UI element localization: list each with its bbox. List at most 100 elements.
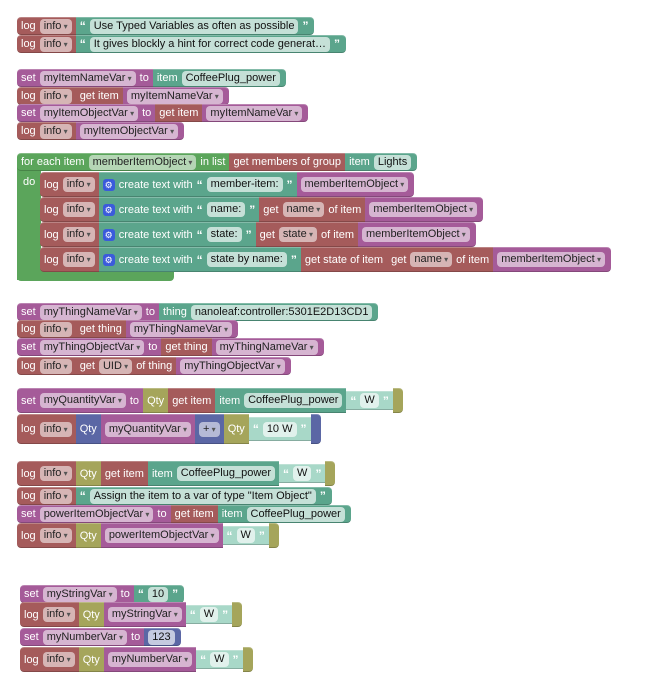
- variable-dropdown[interactable]: info: [39, 358, 72, 374]
- log-block[interactable]: log info: [40, 197, 99, 222]
- var-block[interactable]: myThingObjectVar: [176, 357, 291, 375]
- shadow-block[interactable]: “W”: [346, 391, 393, 410]
- block-row[interactable]: setmyThingObjectVartoget thingmyThingNam…: [17, 338, 324, 356]
- log-block[interactable]: log info: [17, 320, 76, 338]
- block-row[interactable]: loginfoQtymyNumberVar“W”: [20, 647, 253, 672]
- variable-dropdown[interactable]: info: [39, 36, 72, 52]
- var-block[interactable]: myItemNameVar: [122, 87, 229, 105]
- text-block[interactable]: item Lights: [345, 153, 418, 171]
- qty-block[interactable]: Qty: [78, 647, 104, 672]
- value-field[interactable]: CoffeePlug_power: [246, 506, 345, 522]
- var-block[interactable]: myQuantityVar: [100, 414, 195, 444]
- value-field[interactable]: 10 W: [262, 421, 297, 437]
- value-field[interactable]: Use Typed Variables as often as possible: [89, 18, 299, 34]
- log-block[interactable]: log info: [17, 35, 76, 53]
- value-field[interactable]: nanoleaf:controller:5301E2D13CD1: [190, 304, 373, 320]
- variable-dropdown[interactable]: info: [39, 88, 72, 104]
- variable-dropdown[interactable]: memberItemObject: [362, 227, 470, 242]
- var-block[interactable]: setmyStringVarto: [20, 585, 134, 603]
- log-block[interactable]: log info: [40, 222, 99, 247]
- variable-dropdown[interactable]: myQuantityVar: [104, 421, 191, 437]
- qty-block[interactable]: [242, 647, 253, 672]
- block-row[interactable]: setpowerItemObjectVartoget itemitemCoffe…: [17, 505, 351, 523]
- var-block[interactable]: myStringVar: [103, 602, 186, 627]
- text-block[interactable]: thing nanoleaf:controller:5301E2D13CD1: [158, 303, 379, 321]
- text-block[interactable]: item CoffeePlug_power: [147, 461, 280, 486]
- variable-dropdown[interactable]: memberItemObject: [300, 177, 409, 192]
- variable-dropdown[interactable]: myThingNameVar: [215, 339, 318, 355]
- log-block[interactable]: log info: [20, 602, 79, 627]
- value-field[interactable]: 123: [148, 629, 175, 645]
- value-field[interactable]: name:: [206, 202, 246, 217]
- variable-dropdown[interactable]: info: [62, 177, 95, 192]
- log-block[interactable]: log info: [17, 523, 76, 548]
- text-block[interactable]: “It gives blockly a hint for correct cod…: [75, 35, 347, 53]
- block-row[interactable]: loginfoQtypowerItemObjectVar“W”: [17, 523, 279, 548]
- math-block[interactable]: [310, 414, 321, 444]
- log-block[interactable]: log info: [17, 461, 76, 486]
- variable-dropdown[interactable]: info: [39, 123, 72, 139]
- var-block[interactable]: memberItemObject: [493, 247, 611, 272]
- log-block[interactable]: log info: [17, 414, 76, 444]
- block-row[interactable]: setmyNumberVarto123: [20, 628, 181, 646]
- value-field[interactable]: W: [360, 393, 379, 408]
- var-block[interactable]: setpowerItemObjectVarto: [17, 505, 171, 523]
- var-block[interactable]: myItemObjectVar: [75, 122, 185, 140]
- shadow-block[interactable]: “W”: [196, 650, 243, 669]
- var-block[interactable]: setmyItemObjectVarto: [17, 104, 156, 122]
- log-block[interactable]: log info: [40, 172, 99, 197]
- block-row[interactable]: loginfomyItemObjectVar: [17, 122, 185, 140]
- variable-dropdown[interactable]: myThingObjectVar: [180, 358, 285, 374]
- variable-dropdown[interactable]: name: [410, 252, 453, 267]
- block-row[interactable]: setmyStringVarto“10”: [20, 585, 185, 603]
- variable-dropdown[interactable]: memberItemObject: [369, 202, 478, 217]
- var-block[interactable]: myThingNameVar: [125, 320, 238, 338]
- variable-dropdown[interactable]: myNumberVar: [107, 652, 193, 667]
- var-block[interactable]: myItemNameVar: [202, 104, 309, 122]
- var-block[interactable]: setmyThingObjectVarto: [17, 338, 162, 356]
- variable-dropdown[interactable]: name: [282, 202, 325, 217]
- log-block[interactable]: get item: [155, 104, 203, 122]
- value-field[interactable]: 10: [147, 586, 169, 602]
- gear-icon[interactable]: ⚙: [102, 203, 115, 216]
- variable-dropdown[interactable]: myItemObjectVar: [39, 105, 139, 121]
- log-block[interactable]: getUIDof thing: [75, 357, 177, 375]
- log-block[interactable]: log info: [20, 647, 79, 672]
- value-field[interactable]: state:: [206, 227, 242, 242]
- math-block[interactable]: Qty: [75, 414, 101, 444]
- variable-dropdown[interactable]: memberItemObject: [497, 252, 605, 267]
- variable-dropdown[interactable]: UID: [98, 358, 133, 374]
- variable-dropdown[interactable]: myItemNameVar: [206, 105, 303, 121]
- variable-dropdown[interactable]: memberItemObject: [88, 154, 197, 170]
- var-block[interactable]: myNumberVar: [103, 647, 197, 672]
- var-block[interactable]: memberItemObject: [358, 222, 476, 247]
- shadow-block[interactable]: “W”: [279, 464, 326, 483]
- value-field[interactable]: W: [199, 607, 219, 622]
- var-block[interactable]: memberItemObject: [365, 197, 484, 222]
- log-block[interactable]: get item: [100, 461, 148, 486]
- math-block[interactable]: +: [195, 414, 224, 444]
- text-block[interactable]: ⚙ create text with “state:”: [98, 222, 256, 247]
- variable-dropdown[interactable]: info: [62, 227, 95, 242]
- text-block[interactable]: item CoffeePlug_power: [152, 69, 286, 87]
- qty-block[interactable]: Qty: [143, 388, 169, 413]
- log-block[interactable]: log info: [17, 87, 76, 105]
- shadow-block[interactable]: “W”: [185, 605, 233, 624]
- variable-dropdown[interactable]: myItemNameVar: [126, 88, 223, 104]
- log-block[interactable]: log info: [17, 17, 76, 35]
- log-block[interactable]: log info: [17, 357, 76, 375]
- value-field[interactable]: CoffeePlug_power: [181, 70, 280, 86]
- log-block[interactable]: get state of item: [300, 247, 388, 272]
- var-block[interactable]: setmyQuantityVarto: [17, 388, 144, 413]
- var-block[interactable]: setmyItemNameVarto: [17, 69, 153, 87]
- variable-dropdown[interactable]: myNumberVar: [42, 629, 128, 645]
- variable-dropdown[interactable]: info: [42, 652, 75, 667]
- variable-dropdown[interactable]: myStringVar: [42, 586, 117, 602]
- block-row[interactable]: loginfoQtymyStringVar“W”: [20, 602, 243, 627]
